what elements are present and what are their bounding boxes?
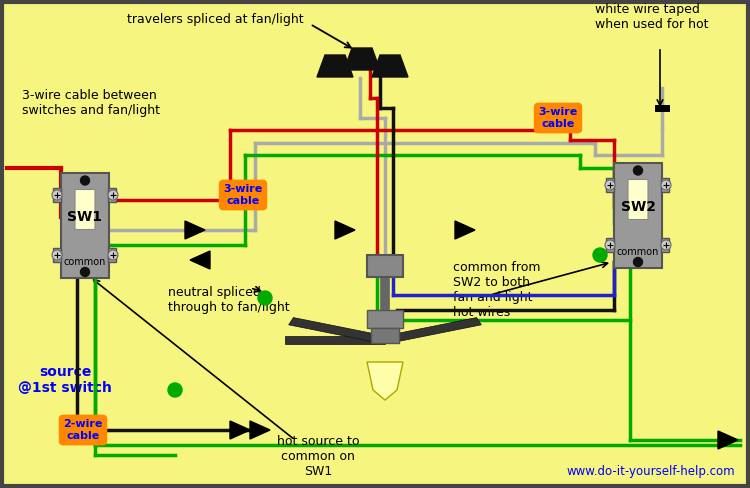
Text: SW1: SW1 bbox=[68, 210, 103, 224]
Polygon shape bbox=[185, 221, 205, 239]
Polygon shape bbox=[372, 55, 408, 77]
FancyBboxPatch shape bbox=[367, 255, 403, 277]
Text: neutral spliced
through to fan/light: neutral spliced through to fan/light bbox=[168, 286, 290, 314]
Polygon shape bbox=[317, 55, 353, 77]
Text: SW2: SW2 bbox=[620, 200, 656, 214]
Polygon shape bbox=[382, 318, 482, 344]
Circle shape bbox=[80, 267, 89, 277]
FancyBboxPatch shape bbox=[61, 172, 109, 278]
Text: source
@1st switch: source @1st switch bbox=[18, 365, 112, 395]
Circle shape bbox=[593, 248, 607, 262]
Polygon shape bbox=[367, 362, 403, 400]
Text: common from
SW2 to both
fan and light
hot wires: common from SW2 to both fan and light ho… bbox=[453, 261, 541, 319]
Polygon shape bbox=[718, 431, 738, 449]
Circle shape bbox=[258, 291, 272, 305]
Circle shape bbox=[108, 190, 118, 200]
FancyBboxPatch shape bbox=[75, 189, 95, 229]
Text: travelers spliced at fan/light: travelers spliced at fan/light bbox=[127, 14, 304, 26]
Polygon shape bbox=[344, 48, 380, 70]
Text: 3-wire cable between
switches and fan/light: 3-wire cable between switches and fan/li… bbox=[22, 89, 160, 117]
Circle shape bbox=[634, 258, 643, 266]
Polygon shape bbox=[285, 336, 385, 344]
Circle shape bbox=[605, 240, 615, 250]
Polygon shape bbox=[289, 318, 388, 344]
Text: 2-wire
cable: 2-wire cable bbox=[63, 419, 103, 441]
Polygon shape bbox=[250, 421, 270, 439]
Circle shape bbox=[661, 240, 671, 250]
FancyBboxPatch shape bbox=[606, 178, 614, 192]
Polygon shape bbox=[190, 251, 210, 269]
Polygon shape bbox=[230, 421, 250, 439]
FancyBboxPatch shape bbox=[53, 188, 61, 202]
Text: common: common bbox=[616, 247, 659, 257]
Circle shape bbox=[52, 250, 62, 260]
Polygon shape bbox=[335, 221, 355, 239]
Polygon shape bbox=[455, 221, 475, 239]
FancyBboxPatch shape bbox=[371, 328, 399, 343]
Circle shape bbox=[634, 166, 643, 175]
Text: 3-wire
cable: 3-wire cable bbox=[224, 184, 262, 206]
Circle shape bbox=[108, 250, 118, 260]
FancyBboxPatch shape bbox=[628, 180, 648, 220]
Circle shape bbox=[52, 190, 62, 200]
FancyBboxPatch shape bbox=[108, 248, 116, 262]
Text: hot source to
common on
SW1: hot source to common on SW1 bbox=[277, 435, 359, 478]
Circle shape bbox=[80, 176, 89, 185]
Text: common: common bbox=[64, 257, 106, 267]
FancyBboxPatch shape bbox=[661, 178, 669, 192]
FancyBboxPatch shape bbox=[614, 163, 662, 267]
Text: 3-wire
cable: 3-wire cable bbox=[538, 107, 578, 129]
FancyBboxPatch shape bbox=[606, 238, 614, 252]
Circle shape bbox=[168, 383, 182, 397]
Circle shape bbox=[661, 180, 671, 190]
Text: www.do-it-yourself-help.com: www.do-it-yourself-help.com bbox=[566, 465, 735, 478]
FancyBboxPatch shape bbox=[53, 248, 61, 262]
FancyBboxPatch shape bbox=[108, 188, 116, 202]
Circle shape bbox=[605, 180, 615, 190]
Text: white wire taped
when used for hot: white wire taped when used for hot bbox=[595, 3, 709, 31]
FancyBboxPatch shape bbox=[367, 310, 403, 328]
FancyBboxPatch shape bbox=[661, 238, 669, 252]
